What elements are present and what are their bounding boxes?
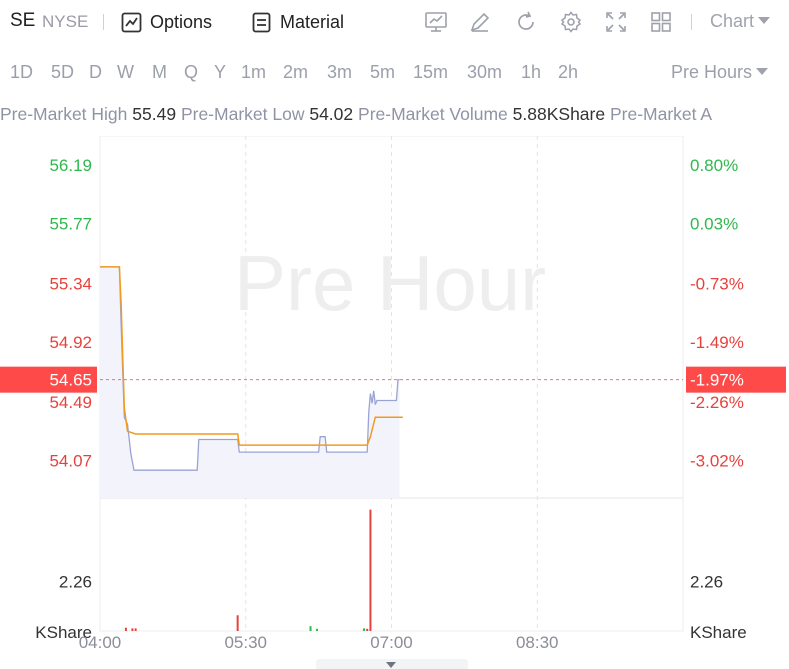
- percent-tick-label: 0.80%: [690, 156, 738, 175]
- chevron-down-icon: [758, 17, 771, 24]
- chart-type-label: Chart: [710, 11, 755, 31]
- period-tab-5m[interactable]: 5m: [370, 62, 396, 82]
- price-chart[interactable]: Pre Hour 56.19 55.77 55.34 54.92 54.49 54.07 2…: [0, 136, 789, 659]
- material-button[interactable]: Material: [252, 9, 344, 35]
- volume-bar: [369, 509, 372, 631]
- average-price-line: [100, 266, 403, 446]
- period-tab-15m[interactable]: 15m: [413, 62, 449, 82]
- stat-value: 54.02: [309, 104, 354, 124]
- stat-value: 55.49: [132, 104, 177, 124]
- current-percent-badge: [686, 366, 786, 393]
- period-tab-3m[interactable]: 3m: [327, 62, 353, 82]
- volume-bar: [316, 628, 319, 631]
- percent-tick-label: -3.02%: [690, 451, 744, 470]
- draw-icon[interactable]: [468, 10, 492, 34]
- volume-bar: [366, 628, 369, 631]
- price-area: [100, 266, 400, 498]
- session-label: Pre Hours: [671, 62, 753, 82]
- volume-tick-label: 2.26: [59, 573, 92, 592]
- document-icon: [252, 12, 271, 32]
- period-tab-5d[interactable]: 5D: [51, 62, 75, 82]
- percent-axis: 0.80% 0.03% -0.73% -1.49% -2.26% -3.02% 2.26 KS…: [690, 156, 747, 642]
- volume-bar: [131, 628, 134, 631]
- volume-bar: [362, 628, 365, 631]
- period-tab-w[interactable]: W: [117, 62, 134, 82]
- volume-bar: [134, 628, 137, 631]
- divider: [691, 14, 692, 30]
- stat-label: Pre-Market High: [0, 104, 128, 124]
- percent-tick-label: 0.03%: [690, 215, 738, 234]
- percent-tick-label: -1.49%: [690, 333, 744, 352]
- volume-unit-label: KShare: [35, 623, 92, 642]
- time-tick-label: 08:30: [516, 633, 559, 652]
- reset-icon[interactable]: [514, 10, 538, 34]
- panel-collapse-handle[interactable]: [316, 659, 468, 669]
- layout-grid-icon[interactable]: [649, 10, 673, 34]
- percent-tick-label: -0.73%: [690, 275, 744, 294]
- stat-label: Pre-Market A: [609, 104, 713, 124]
- price-axis: 56.19 55.77 55.34 54.92 54.49 54.07 2.26 KShare: [35, 156, 92, 642]
- period-tab-2h[interactable]: 2h: [558, 62, 579, 82]
- period-tab-y[interactable]: Y: [214, 62, 227, 82]
- stat-value: 5.88KShare: [512, 104, 606, 124]
- chart-watermark: Pre Hour: [234, 239, 546, 327]
- stat-label: Pre-Market Low: [180, 104, 305, 124]
- options-button[interactable]: Options: [121, 9, 212, 35]
- time-tick-label: 07:00: [370, 633, 413, 652]
- current-price-badge: [0, 366, 97, 393]
- divider: [103, 14, 104, 30]
- time-tick-label: 05:30: [224, 633, 267, 652]
- chevron-down-icon: [386, 662, 396, 668]
- current-percent-label: -1.97%: [690, 371, 744, 390]
- chevron-down-icon: [756, 68, 769, 75]
- plot-area: [100, 266, 403, 498]
- material-label: Material: [280, 11, 345, 32]
- chart-grid: [99, 136, 684, 632]
- time-axis: 04:00 05:30 07:00 08:30: [79, 633, 559, 652]
- period-tab-q[interactable]: Q: [184, 62, 199, 82]
- current-price-marker: 54.65 -1.97%: [0, 366, 786, 393]
- chart-type-dropdown[interactable]: Chart: [710, 11, 771, 32]
- price-tick-label: 54.92: [49, 333, 92, 352]
- volume-unit-label: KShare: [690, 623, 747, 642]
- session-dropdown[interactable]: Pre Hours: [671, 62, 769, 83]
- options-label: Options: [150, 11, 213, 32]
- period-tab-2m[interactable]: 2m: [283, 62, 309, 82]
- price-tick-label: 55.34: [49, 275, 92, 294]
- fullscreen-icon[interactable]: [604, 10, 628, 34]
- current-price-label: 54.65: [49, 371, 92, 390]
- period-tab-1d[interactable]: 1D: [10, 62, 34, 82]
- volume-bar: [124, 627, 127, 631]
- exchange-label: NYSE: [42, 12, 89, 31]
- volume-tick-label: 2.26: [690, 573, 723, 592]
- premarket-stats: Pre-Market High 55.49 Pre-Market Low 54.…: [0, 104, 789, 132]
- price-tick-label: 56.19: [49, 156, 92, 175]
- volume-bar: [309, 626, 312, 631]
- price-tick-label: 54.49: [49, 393, 92, 412]
- period-tab-m[interactable]: M: [152, 62, 167, 82]
- volume-area: [124, 509, 372, 631]
- price-tick-label: 55.77: [49, 215, 92, 234]
- percent-tick-label: -2.26%: [690, 393, 744, 412]
- indicator-icon[interactable]: [424, 10, 448, 34]
- volume-bar: [236, 615, 239, 631]
- price-tick-label: 54.07: [49, 451, 92, 470]
- chart-toolbar: SE NYSE Options Material Chart: [0, 0, 789, 44]
- period-tabs: 1D 5D D W M Q Y 1m 2m 3m 5m 15m 30m 1h 2…: [0, 58, 789, 88]
- price-line: [100, 266, 400, 471]
- period-tab-d[interactable]: D: [89, 62, 102, 82]
- period-tab-1m[interactable]: 1m: [241, 62, 267, 82]
- time-tick-label: 04:00: [79, 633, 122, 652]
- settings-icon[interactable]: [559, 10, 583, 34]
- period-tab-30m[interactable]: 30m: [467, 62, 503, 82]
- stock-symbol: SE: [10, 10, 36, 31]
- options-icon: [121, 12, 142, 32]
- period-tab-1h[interactable]: 1h: [521, 62, 542, 82]
- stat-label: Pre-Market Volume: [358, 104, 508, 124]
